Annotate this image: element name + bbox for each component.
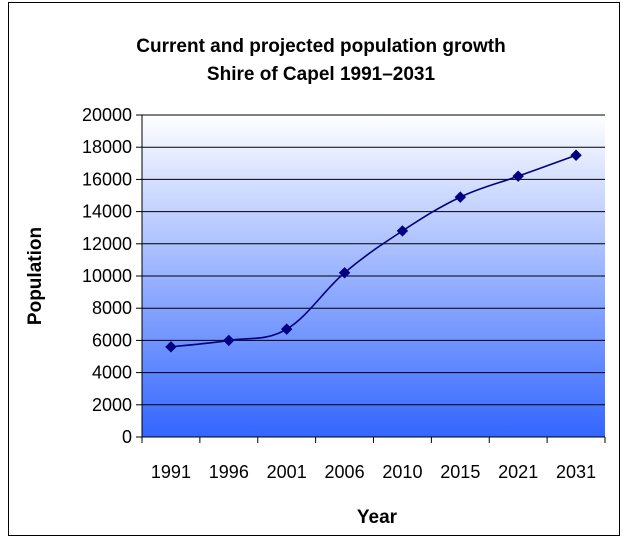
data-point — [396, 225, 409, 237]
y-tick-label: 8000 — [92, 298, 132, 318]
data-point — [512, 170, 524, 182]
chart-title: Current and projected population growth — [136, 36, 505, 57]
y-tick-label: 4000 — [92, 363, 132, 383]
x-tick-label: 2006 — [325, 462, 365, 482]
chart-subtitle: Shire of Capel 1991–2031 — [207, 64, 436, 85]
y-tick-labels: 0 2000 4000 6000 8000 10000 12000 14000 16000 180… — [82, 105, 132, 447]
y-tick-label: 16000 — [82, 169, 132, 189]
x-tick-label: 2001 — [267, 462, 307, 482]
y-axis-label: Population — [25, 227, 46, 325]
x-tick-label: 1991 — [151, 462, 191, 482]
data-point — [338, 267, 351, 279]
data-point — [454, 191, 467, 203]
data-point — [165, 341, 177, 353]
data-point — [280, 323, 293, 335]
grid-lines — [142, 114, 605, 406]
y-tick-label: 18000 — [82, 137, 132, 157]
x-axis-label: Year — [357, 507, 398, 528]
x-tick-label: 2031 — [556, 462, 596, 482]
series-line — [170, 154, 577, 348]
x-tick-label: 2021 — [498, 462, 538, 482]
y-tick-label: 6000 — [92, 330, 132, 350]
x-tick-labels: 1991 1996 2001 2006 2010 2015 2021 2031 — [151, 462, 596, 482]
y-tick-label: 0 — [122, 427, 132, 447]
axes — [136, 114, 606, 443]
y-tick-label: 12000 — [82, 234, 132, 254]
data-point — [570, 149, 582, 161]
data-point — [223, 334, 235, 347]
y-tick-label: 2000 — [92, 395, 132, 415]
series-group — [165, 149, 582, 353]
x-tick-label: 2015 — [440, 462, 480, 482]
x-tick-label: 1996 — [209, 462, 249, 482]
y-tick-label: 14000 — [82, 202, 132, 222]
x-tick-label: 2010 — [382, 462, 422, 482]
y-tick-label: 10000 — [82, 266, 132, 286]
y-tick-label: 20000 — [82, 105, 132, 125]
